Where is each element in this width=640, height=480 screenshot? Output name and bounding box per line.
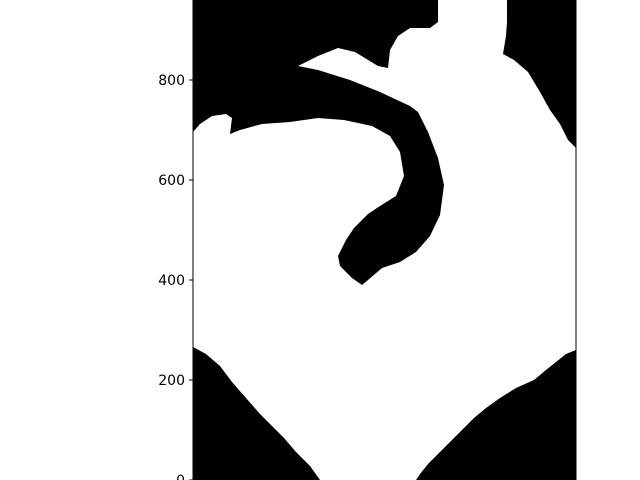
y-tick-label: 800 [158,73,185,89]
y-tick-label: 0 [176,473,185,480]
mask-region-top-right [503,0,576,148]
y-axis: 0 200 400 600 800 [158,73,193,480]
mask-region-bottom-left [193,347,320,480]
binary-mask-image [193,0,576,480]
y-tick-label: 600 [158,173,185,189]
y-tick-label: 400 [158,273,185,289]
y-tick-label: 200 [158,373,185,389]
mask-region-top [193,0,444,285]
mask-region-bottom-right [416,350,576,480]
